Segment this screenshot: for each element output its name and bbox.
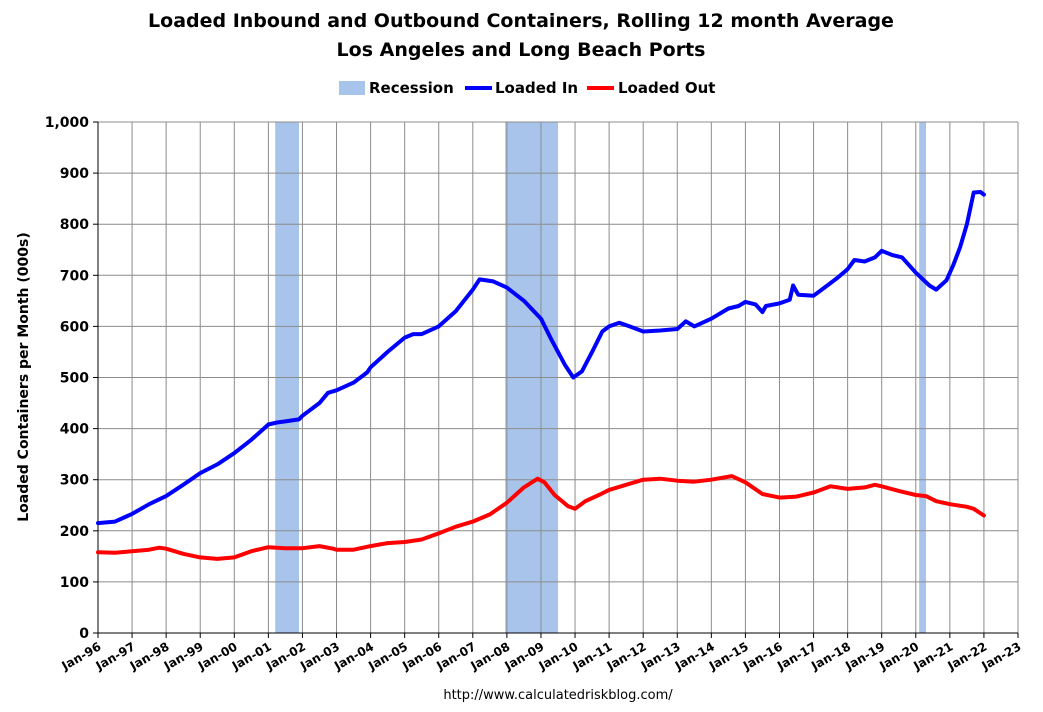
y-tick-label: 100 (60, 575, 89, 591)
y-tick-label: 500 (60, 371, 89, 387)
series-line-loaded-out (96, 474, 986, 561)
legend-recession-label: Recession (369, 79, 454, 97)
y-axis-label: Loaded Containers per Month (000s) (16, 232, 32, 521)
chart-title: Loaded Inbound and Outbound Containers, … (148, 10, 894, 32)
x-tick-labels: Jan-96Jan-97Jan-98Jan-99Jan-00Jan-01Jan-… (59, 639, 1024, 673)
y-tick-label: 400 (60, 422, 89, 438)
legend: Recession Loaded In Loaded Out (339, 79, 715, 97)
y-tick-label: 0 (79, 626, 89, 642)
source-url: http://www.calculatedriskblog.com/ (443, 688, 673, 703)
axes (93, 121, 1019, 638)
y-tick-label: 600 (60, 319, 89, 335)
y-tick-label: 900 (60, 166, 89, 182)
series-lines (96, 190, 986, 561)
y-tick-label: 1,000 (45, 115, 90, 131)
y-tick-label: 700 (60, 268, 89, 284)
legend-loaded-out-label: Loaded Out (618, 79, 715, 97)
y-tick-label: 800 (60, 217, 89, 233)
y-tick-label: 300 (60, 473, 89, 489)
legend-loaded-in-label: Loaded In (495, 79, 578, 97)
legend-recession-swatch (339, 81, 365, 95)
y-tick-label: 200 (60, 524, 89, 540)
gridlines (97, 121, 1019, 634)
y-tick-labels: 0 100 200 300 400 500 600 700 800 900 1,000 (45, 115, 90, 642)
series-line-loaded-in (96, 190, 986, 526)
chart-subtitle: Los Angeles and Long Beach Ports (337, 39, 706, 61)
